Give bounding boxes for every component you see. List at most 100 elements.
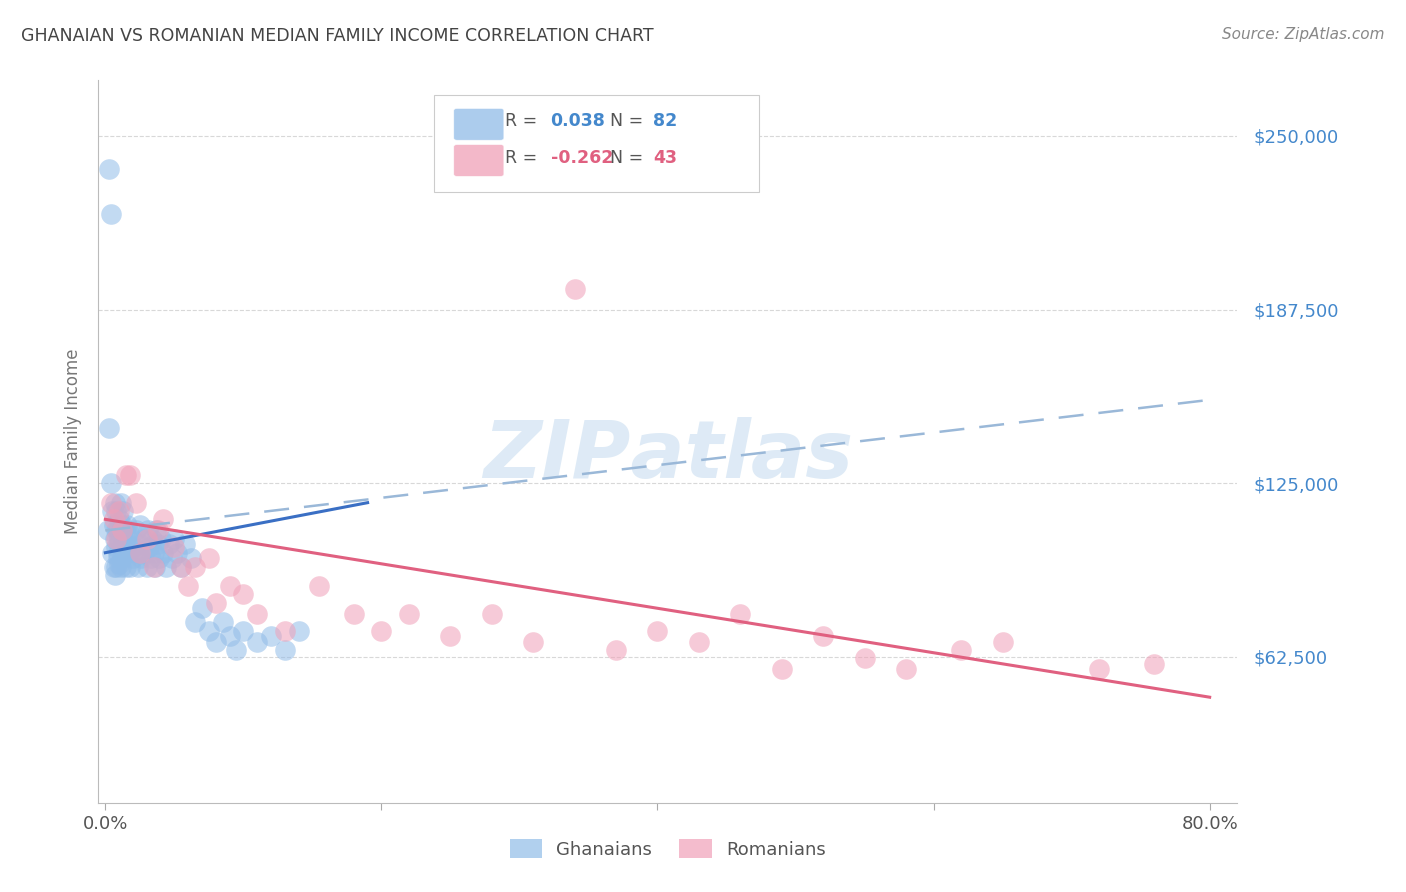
Point — [108, 512, 131, 526]
Point — [128, 517, 150, 532]
Point — [101, 504, 124, 518]
Point — [1088, 662, 1111, 676]
Point — [146, 537, 169, 551]
Point — [142, 559, 165, 574]
Point — [128, 546, 150, 560]
Point — [142, 546, 165, 560]
Point — [274, 643, 297, 657]
Point — [101, 546, 124, 560]
Point — [287, 624, 309, 638]
Point — [204, 596, 226, 610]
Point — [246, 634, 269, 648]
Point — [204, 634, 226, 648]
Point — [522, 634, 544, 648]
Point — [139, 551, 162, 566]
Point — [100, 476, 122, 491]
Point — [232, 587, 254, 601]
Point — [605, 643, 627, 657]
Point — [688, 634, 710, 648]
Point — [108, 557, 131, 571]
Point — [138, 540, 160, 554]
Point — [121, 532, 143, 546]
Point — [107, 551, 129, 566]
Point — [131, 532, 153, 546]
Text: GHANAIAN VS ROMANIAN MEDIAN FAMILY INCOME CORRELATION CHART: GHANAIAN VS ROMANIAN MEDIAN FAMILY INCOM… — [21, 27, 654, 45]
Point — [100, 496, 122, 510]
Point — [564, 282, 586, 296]
Point — [107, 524, 129, 538]
Point — [105, 532, 128, 546]
Text: 82: 82 — [652, 112, 678, 130]
Point — [170, 559, 193, 574]
Point — [152, 512, 174, 526]
Point — [117, 546, 139, 560]
Point — [110, 496, 132, 510]
Point — [152, 546, 174, 560]
FancyBboxPatch shape — [454, 145, 503, 177]
Text: Source: ZipAtlas.com: Source: ZipAtlas.com — [1222, 27, 1385, 42]
FancyBboxPatch shape — [434, 95, 759, 193]
Point — [853, 651, 876, 665]
Point — [246, 607, 269, 621]
FancyBboxPatch shape — [454, 109, 503, 140]
Point — [124, 540, 146, 554]
Point — [108, 532, 131, 546]
Point — [232, 624, 254, 638]
Point — [125, 546, 148, 560]
Point — [225, 643, 247, 657]
Point — [166, 546, 188, 560]
Point — [103, 559, 125, 574]
Point — [141, 532, 163, 546]
Point — [143, 559, 166, 574]
Point — [100, 207, 122, 221]
Point — [184, 559, 207, 574]
Point — [112, 504, 135, 518]
Point — [125, 496, 148, 510]
Text: R =: R = — [505, 112, 537, 130]
Point — [104, 532, 127, 546]
Point — [98, 420, 121, 434]
Point — [97, 524, 120, 538]
Point — [115, 467, 138, 482]
Point — [160, 551, 183, 566]
Point — [103, 512, 125, 526]
Point — [107, 546, 129, 560]
Point — [135, 532, 157, 546]
Point — [218, 579, 240, 593]
Point — [343, 607, 366, 621]
Point — [370, 624, 392, 638]
Point — [98, 162, 121, 177]
Point — [128, 537, 150, 551]
Point — [129, 551, 152, 566]
Point — [122, 551, 145, 566]
Point — [155, 559, 177, 574]
Point — [103, 517, 125, 532]
Point — [149, 532, 172, 546]
Text: N =: N = — [610, 112, 643, 130]
Point — [481, 607, 503, 621]
Text: ZIP​atlas: ZIP​atlas — [482, 417, 853, 495]
Point — [950, 643, 973, 657]
Point — [1143, 657, 1166, 671]
Point — [174, 537, 197, 551]
Point — [274, 624, 297, 638]
Point — [145, 524, 167, 538]
Point — [894, 662, 917, 676]
Point — [398, 607, 420, 621]
Point — [114, 524, 136, 538]
Point — [647, 624, 669, 638]
Point — [125, 524, 148, 538]
Point — [118, 526, 141, 541]
Point — [111, 551, 134, 566]
Point — [198, 624, 221, 638]
Point — [112, 532, 135, 546]
Point — [115, 559, 138, 574]
Point — [105, 559, 128, 574]
Text: R =: R = — [505, 149, 537, 168]
Point — [991, 634, 1014, 648]
Y-axis label: Median Family Income: Median Family Income — [63, 349, 82, 534]
Point — [117, 517, 139, 532]
Point — [439, 629, 461, 643]
Point — [136, 524, 159, 538]
Point — [191, 601, 214, 615]
